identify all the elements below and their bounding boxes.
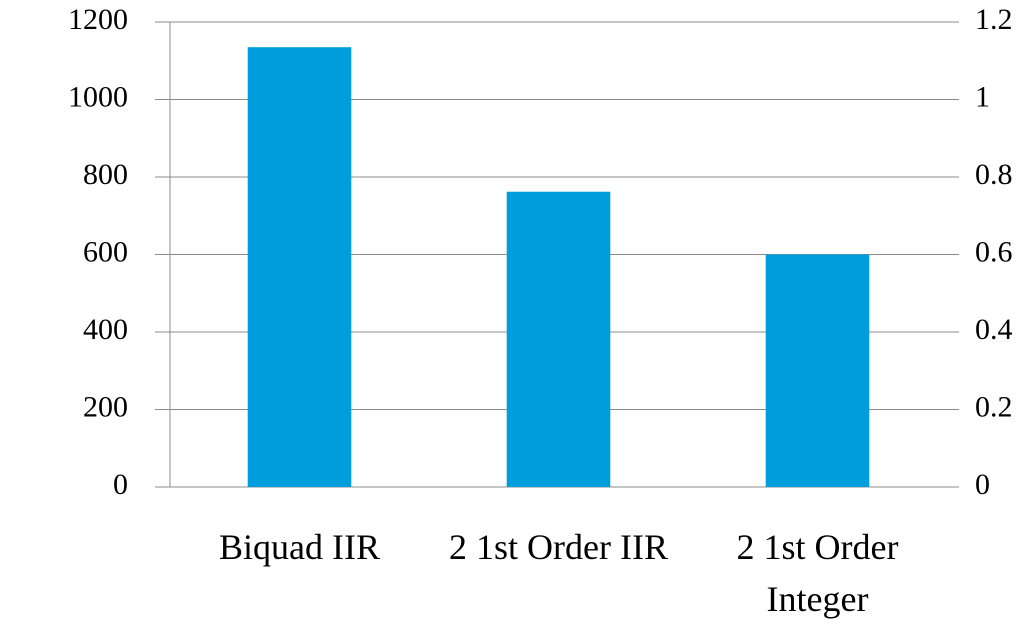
y-tick-label: 200 — [83, 390, 128, 423]
y2-tick-label: 0 — [975, 468, 990, 501]
y2-tick-label: 0.8 — [975, 158, 1013, 191]
x-tick-label: 2 1st Order IIR — [449, 527, 668, 567]
y-tick-label: 600 — [83, 235, 128, 268]
y-tick-label: 1000 — [68, 80, 128, 113]
y-tick-label: 400 — [83, 313, 128, 346]
y2-tick-label: 0.4 — [975, 313, 1013, 346]
y2-tick-label: 0.6 — [975, 235, 1013, 268]
y2-tick-label: 1.2 — [975, 3, 1013, 36]
y-tick-label: 1200 — [68, 3, 128, 36]
y-tick-label: 800 — [83, 158, 128, 191]
bar — [506, 191, 611, 487]
x-tick-label: Biquad IIR — [219, 527, 380, 567]
x-tick-label: 2 1st Order Integer — [736, 527, 899, 619]
y-tick-label: 0 — [113, 468, 128, 501]
bar — [765, 254, 870, 487]
bar — [247, 47, 352, 487]
y2-tick-label: 0.2 — [975, 390, 1013, 423]
y2-tick-label: 1 — [975, 80, 990, 113]
